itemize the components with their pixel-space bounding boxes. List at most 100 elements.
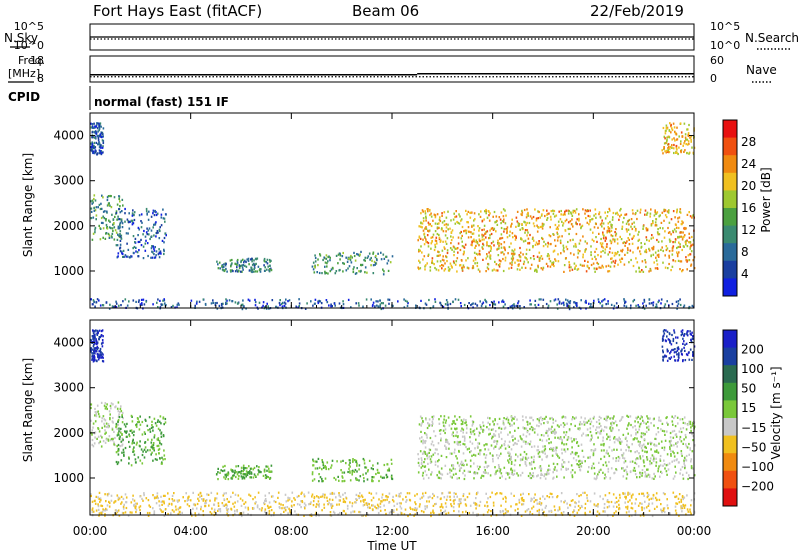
data-point xyxy=(627,248,629,251)
data-point xyxy=(469,465,472,468)
data-point xyxy=(587,456,589,459)
data-point xyxy=(538,240,540,243)
data-point xyxy=(102,341,104,344)
data-point xyxy=(110,494,113,497)
data-point xyxy=(141,433,144,436)
data-point xyxy=(607,226,609,229)
data-point xyxy=(300,500,302,503)
data-point xyxy=(91,352,93,355)
data-point xyxy=(645,265,647,268)
data-point xyxy=(314,298,317,301)
data-point xyxy=(105,406,108,409)
data-point xyxy=(543,510,545,513)
data-point xyxy=(126,435,128,438)
data-point xyxy=(140,220,142,223)
data-point xyxy=(249,470,251,473)
data-point xyxy=(489,212,491,215)
data-point xyxy=(155,453,157,456)
data-point xyxy=(485,492,487,495)
data-point xyxy=(674,139,676,142)
data-point xyxy=(685,143,687,146)
data-point xyxy=(580,416,583,419)
data-point xyxy=(463,477,466,481)
data-point xyxy=(601,245,603,248)
data-point xyxy=(489,254,491,257)
data-point xyxy=(191,514,193,517)
data-point xyxy=(129,256,132,259)
data-point xyxy=(147,514,150,517)
data-point xyxy=(171,494,174,497)
data-point xyxy=(211,507,213,510)
data-point xyxy=(602,233,604,236)
data-point xyxy=(663,430,666,433)
data-point xyxy=(661,511,663,514)
data-point xyxy=(642,270,645,273)
data-point xyxy=(666,127,668,130)
data-point xyxy=(396,502,398,505)
data-point xyxy=(390,462,393,465)
data-point xyxy=(658,416,660,419)
data-point xyxy=(133,211,136,214)
data-point xyxy=(546,218,548,221)
data-point xyxy=(553,505,556,508)
data-point xyxy=(615,253,617,256)
data-point xyxy=(615,302,618,305)
data-point xyxy=(623,216,625,220)
data-point xyxy=(502,509,504,513)
data-point xyxy=(669,512,671,515)
data-point xyxy=(574,211,577,214)
data-point xyxy=(432,219,434,222)
data-point xyxy=(494,221,496,224)
data-point xyxy=(214,497,216,500)
data-point xyxy=(95,509,98,512)
data-point xyxy=(549,226,551,229)
data-point xyxy=(510,257,513,260)
data-point xyxy=(96,348,99,351)
data-point xyxy=(689,136,691,139)
data-point xyxy=(465,431,468,434)
data-point xyxy=(318,505,320,508)
data-point xyxy=(153,447,155,450)
data-point xyxy=(508,245,511,249)
data-point xyxy=(412,508,414,511)
data-point xyxy=(482,430,484,433)
data-point xyxy=(353,266,355,269)
data-point xyxy=(507,433,509,436)
data-point xyxy=(627,228,630,231)
data-point xyxy=(125,506,128,510)
data-point xyxy=(361,494,363,497)
data-point xyxy=(627,493,629,496)
data-point xyxy=(439,505,442,509)
data-point xyxy=(338,492,340,495)
data-point xyxy=(560,302,563,305)
data-point xyxy=(688,232,690,235)
data-point xyxy=(95,218,97,221)
data-point xyxy=(92,445,95,448)
data-point xyxy=(92,422,95,425)
data-point xyxy=(482,258,484,261)
data-point xyxy=(347,470,349,474)
y-tick-label: 2000 xyxy=(53,219,84,233)
data-point xyxy=(358,468,360,471)
data-point xyxy=(113,430,115,433)
data-point xyxy=(420,440,423,443)
data-point xyxy=(569,252,572,255)
data-point xyxy=(434,216,437,219)
data-point xyxy=(527,237,530,240)
data-point xyxy=(566,448,569,451)
data-point xyxy=(424,235,426,238)
data-point xyxy=(269,260,271,263)
data-point xyxy=(240,259,243,262)
data-point xyxy=(485,236,487,239)
data-point xyxy=(478,234,480,237)
data-point xyxy=(661,446,663,449)
data-point xyxy=(529,427,531,431)
data-point xyxy=(451,248,453,251)
data-point xyxy=(93,151,96,155)
data-point xyxy=(542,298,545,301)
data-point xyxy=(102,215,104,218)
data-point xyxy=(99,347,102,351)
data-point xyxy=(471,420,474,423)
data-point xyxy=(352,458,354,461)
data-point xyxy=(446,439,449,442)
